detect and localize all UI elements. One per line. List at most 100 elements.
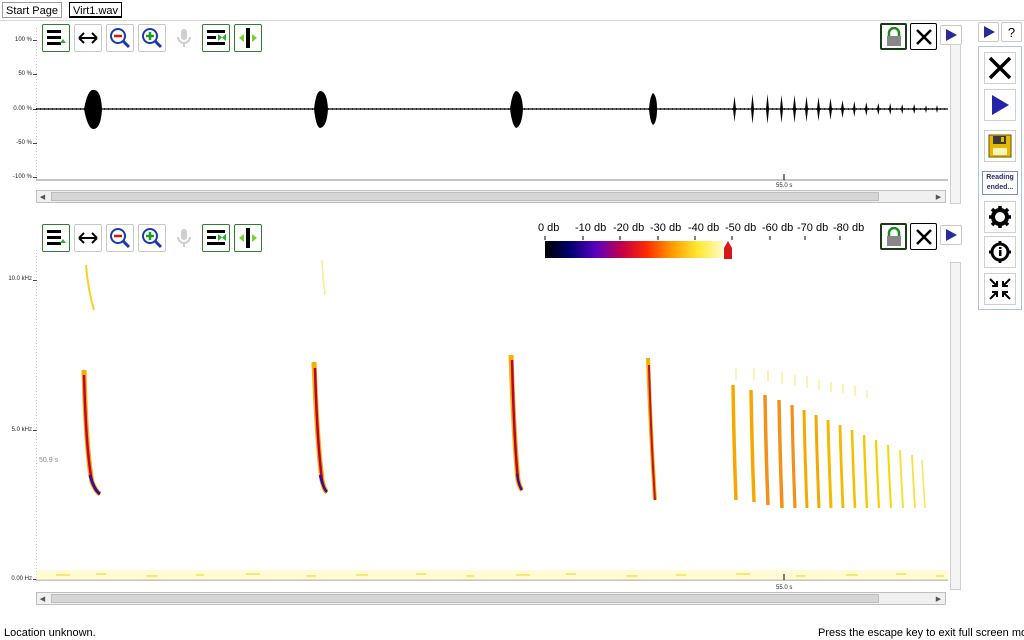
fit-width-icon: [78, 32, 98, 44]
info-button[interactable]: [984, 236, 1016, 268]
cursor-time-label: 50.9 s: [39, 457, 59, 464]
lock-button[interactable]: [880, 223, 907, 250]
tab-start-page[interactable]: Start Page: [2, 2, 62, 18]
waveform-horizontal-scrollbar[interactable]: ◀ ▶: [36, 190, 946, 203]
db-label: -80 db: [833, 222, 865, 234]
collapse-icon: [207, 30, 226, 45]
fit-width-button[interactable]: [74, 224, 102, 252]
zoom-out-button[interactable]: [106, 224, 134, 252]
spectrogram-vertical-scrollbar[interactable]: [950, 262, 961, 590]
scrollbar-thumb[interactable]: [51, 594, 879, 603]
tab-bar: Start Page Virt1.wav: [0, 0, 1024, 21]
waveform-plot[interactable]: [36, 28, 948, 186]
scroll-left-icon[interactable]: ◀: [39, 193, 46, 201]
expand-button[interactable]: [234, 224, 262, 252]
db-label: -10 db: [575, 222, 607, 234]
microphone-button[interactable]: [170, 24, 198, 52]
menu-icon: [47, 30, 66, 45]
db-colorbar-ticks: [544, 236, 841, 240]
play-icon: [983, 26, 995, 38]
db-label: -50 db: [725, 222, 757, 234]
exit-fullscreen-icon: [989, 278, 1011, 300]
scroll-left-icon[interactable]: ◀: [39, 595, 46, 603]
zoom-out-icon: [110, 228, 131, 249]
expand-icon: [239, 28, 257, 48]
zoom-in-button[interactable]: [138, 24, 166, 52]
y-tick: [33, 40, 37, 41]
reading-status: Reading ended...: [982, 171, 1018, 195]
save-icon: [988, 134, 1012, 158]
spectrogram-horizontal-scrollbar[interactable]: ◀ ▶: [36, 592, 946, 605]
close-icon: [915, 28, 932, 45]
y-tick: [33, 177, 37, 178]
db-label: 0 db: [538, 222, 560, 234]
zoom-in-icon: [142, 228, 163, 249]
scroll-right-icon[interactable]: ▶: [935, 193, 942, 201]
help-button[interactable]: ?: [1001, 22, 1022, 42]
close-panel-button[interactable]: [910, 23, 937, 50]
play-icon: [946, 229, 957, 241]
microphone-button[interactable]: [170, 224, 198, 252]
expand-icon: [239, 228, 257, 248]
settings-button[interactable]: [984, 201, 1016, 233]
tab-virt1-wav[interactable]: Virt1.wav: [69, 2, 123, 18]
menu-icon: [47, 230, 66, 245]
y-label-50: 50 %: [18, 71, 32, 77]
collapse-button[interactable]: [202, 24, 230, 52]
location-status: Location unknown.: [4, 627, 96, 639]
exit-fullscreen-button[interactable]: [984, 273, 1016, 305]
menu-button[interactable]: [42, 24, 70, 52]
y-tick: [33, 109, 37, 110]
lock-button[interactable]: [880, 23, 907, 50]
scroll-right-icon[interactable]: ▶: [935, 595, 942, 603]
spectrogram-time-label: 55.0 s: [776, 585, 793, 591]
y-label-0: 0.00 %: [13, 106, 32, 112]
waveform-vertical-scrollbar[interactable]: [950, 44, 961, 204]
close-button[interactable]: [984, 52, 1016, 84]
db-label: -30 db: [650, 222, 682, 234]
db-label: -60 db: [762, 222, 794, 234]
close-panel-button[interactable]: [910, 223, 937, 250]
y-label-minus100: -100 %: [12, 174, 32, 180]
expand-button[interactable]: [234, 24, 262, 52]
collapse-button[interactable]: [202, 224, 230, 252]
play-panel-button[interactable]: [940, 25, 962, 45]
y-label-10khz: 10.0 kHz: [8, 276, 32, 282]
waveform-burst: [84, 89, 102, 130]
save-button[interactable]: [984, 130, 1016, 162]
side-play-button[interactable]: [978, 22, 999, 42]
microphone-icon: [177, 229, 191, 247]
scrollbar-thumb[interactable]: [51, 192, 879, 201]
db-label: -70 db: [797, 222, 829, 234]
y-label-0hz: 0.00 Hz: [11, 576, 32, 582]
spectrogram-plot[interactable]: [36, 250, 948, 590]
waveform-burst: [649, 93, 657, 125]
y-label-100: 100 %: [14, 37, 32, 43]
menu-button[interactable]: [42, 224, 70, 252]
lock-icon: [886, 226, 901, 246]
status-line2: ended...: [986, 184, 1014, 191]
close-icon: [915, 228, 932, 245]
fit-width-button[interactable]: [74, 24, 102, 52]
gear-icon: [989, 206, 1011, 228]
y-tick: [33, 74, 37, 75]
waveform-burst: [314, 91, 328, 128]
y-label-minus50: -50 %: [16, 140, 32, 146]
spectrogram-trill: [731, 368, 926, 509]
lock-icon: [886, 26, 901, 46]
zoom-in-button[interactable]: [138, 224, 166, 252]
waveform-trill: [733, 94, 938, 124]
play-panel-button[interactable]: [940, 225, 962, 245]
play-button[interactable]: [984, 89, 1016, 121]
y-label-5khz: 5.0 kHz: [11, 427, 32, 433]
play-icon: [992, 95, 1009, 115]
play-icon: [946, 29, 957, 41]
y-tick: [33, 280, 37, 281]
info-icon: [989, 241, 1011, 263]
close-icon: [988, 56, 1012, 80]
db-colorbar: [545, 241, 723, 258]
y-tick: [33, 143, 37, 144]
threshold-marker[interactable]: [723, 240, 737, 260]
zoom-out-button[interactable]: [106, 24, 134, 52]
waveform-time-label: 55.0 s: [776, 183, 793, 189]
